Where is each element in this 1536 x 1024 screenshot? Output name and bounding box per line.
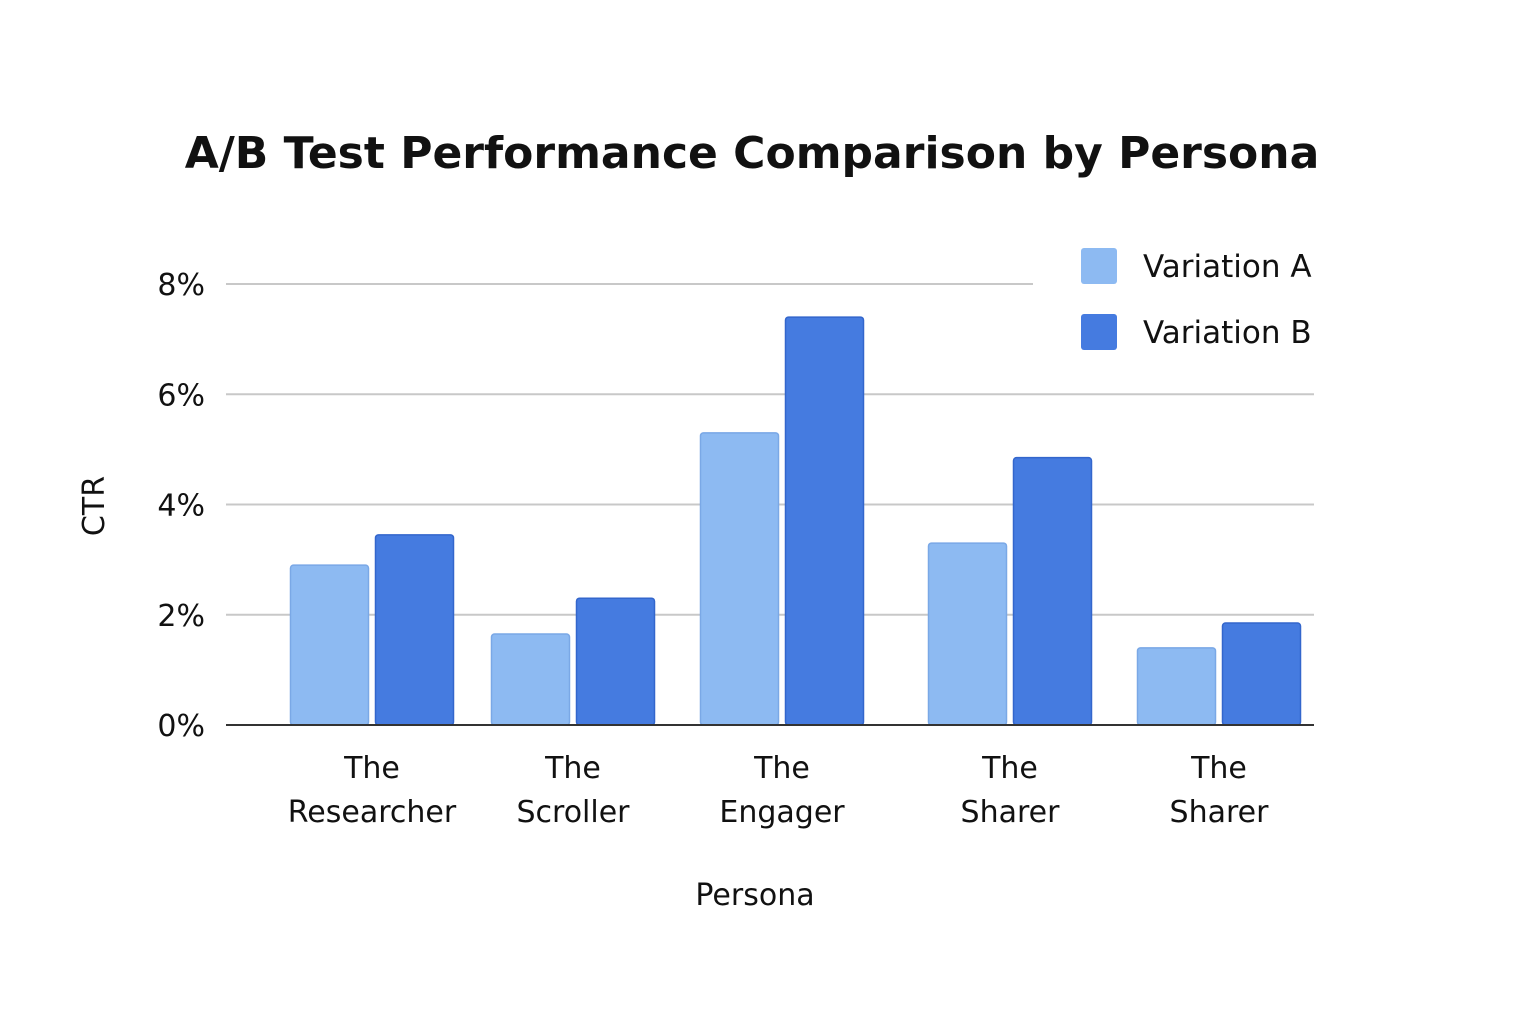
y-tick-label: 0% — [157, 709, 205, 744]
bar-variation-b — [784, 316, 865, 726]
x-tick-label-line: Engager — [719, 795, 845, 830]
x-axis-title: Persona — [695, 878, 814, 913]
legend-label: Variation B — [1143, 315, 1312, 351]
x-tick-label-line: Sharer — [961, 795, 1061, 830]
legend-label: Variation A — [1143, 249, 1312, 285]
bar-variation-a — [490, 633, 571, 726]
bar-variation-a — [699, 432, 780, 726]
x-tick-label: The Researcher — [288, 751, 457, 830]
bars — [289, 316, 1302, 726]
x-axis-ticks: The Researcher The Scroller The Engager The Sha… — [288, 751, 1269, 830]
x-tick-label: The Engager — [719, 751, 845, 830]
legend-swatch — [1081, 248, 1117, 284]
bar-variation-b — [1221, 622, 1302, 726]
x-tick-label-line: The — [343, 751, 400, 786]
legend-swatch — [1081, 314, 1117, 350]
x-tick-label: The Sharer — [1170, 751, 1270, 830]
x-tick-label-line: Scroller — [516, 795, 630, 830]
bar-variation-b — [374, 534, 455, 726]
bar-variation-a — [1136, 647, 1217, 726]
x-tick-label-line: The — [544, 751, 601, 786]
chart-title: A/B Test Performance Comparison by Perso… — [185, 128, 1320, 179]
x-tick-label-line: The — [1190, 751, 1247, 786]
x-tick-label-line: Researcher — [288, 795, 457, 830]
x-tick-label-line: The — [753, 751, 810, 786]
y-axis-title: CTR — [77, 476, 112, 536]
x-tick-label: The Sharer — [961, 751, 1061, 830]
y-tick-label: 4% — [157, 489, 205, 524]
y-axis-ticks: 0% 2% 4% 6% 8% — [157, 268, 205, 744]
bar-variation-b — [575, 597, 656, 726]
x-tick-label-line: Sharer — [1170, 795, 1270, 830]
bar-variation-a — [289, 564, 370, 726]
bar-variation-b — [1012, 456, 1093, 726]
x-tick-label-line: The — [981, 751, 1038, 786]
y-tick-label: 6% — [157, 378, 205, 413]
x-tick-label: The Scroller — [516, 751, 630, 830]
legend: Variation A Variation B — [1081, 248, 1312, 351]
y-tick-label: 8% — [157, 268, 205, 303]
bar-variation-a — [927, 542, 1008, 726]
y-tick-label: 2% — [157, 599, 205, 634]
